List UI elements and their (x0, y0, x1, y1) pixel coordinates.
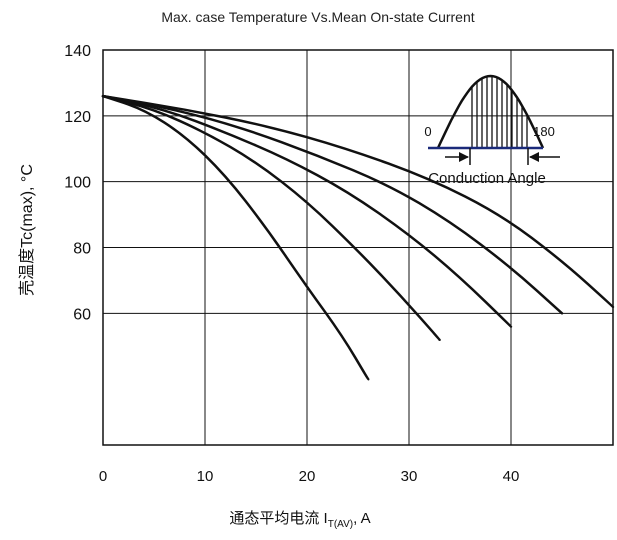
x-tick-label: 30 (401, 468, 418, 485)
inset-label-end: 180 (533, 124, 555, 139)
series-curve-3 (101, 94, 513, 328)
x-axis-label-sub: T(AV) (328, 519, 353, 530)
grid (102, 49, 614, 446)
y-tick-label: 140 (64, 43, 91, 60)
inset-half-sine-waveform (436, 74, 545, 149)
x-axis-label-unit: , A (353, 510, 371, 527)
y-tick-label: 60 (73, 306, 91, 323)
series-curve-4 (101, 94, 564, 315)
x-tick-label: 20 (299, 468, 316, 485)
y-axis-label: 壳温度Tc(max), °C (18, 164, 36, 296)
x-tick-label: 0 (99, 468, 107, 485)
inset-label-start: 0 (424, 124, 431, 139)
series-group (101, 94, 615, 381)
x-axis-label: 通态平均电流 IT(AV), A (229, 510, 370, 530)
tick-labels: 60 80 100 120 140 0 10 20 30 40 (64, 43, 519, 485)
conduction-angle-inset: 0 180 Conduction Angle (424, 74, 560, 187)
inset-arrowhead-left (459, 152, 469, 162)
y-tick-label: 80 (73, 241, 91, 258)
x-tick-label: 10 (197, 468, 214, 485)
series-curve-5 (101, 94, 615, 309)
series-curve-1 (101, 94, 370, 381)
inset-caption: Conduction Angle (428, 170, 546, 187)
inset-waveform-hatch (471, 76, 528, 148)
x-tick-label: 40 (503, 468, 520, 485)
series-curve-2 (101, 94, 441, 341)
y-tick-label: 120 (64, 109, 91, 126)
inset-arrowhead-right (529, 152, 539, 162)
chart-title: Max. case Temperature Vs.Mean On-state C… (161, 9, 474, 25)
x-axis-label-main: 通态平均电流 I (229, 510, 327, 527)
y-tick-label: 100 (64, 175, 91, 192)
